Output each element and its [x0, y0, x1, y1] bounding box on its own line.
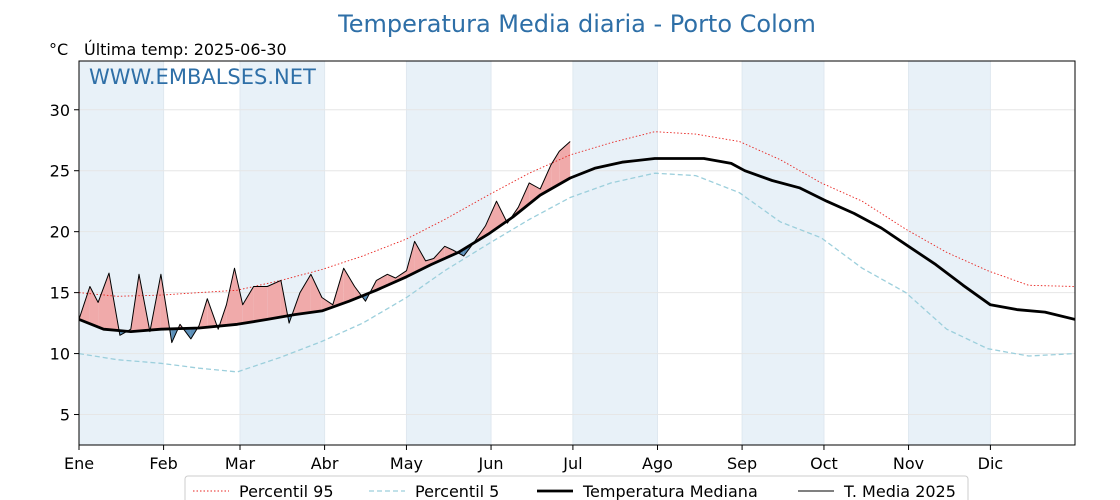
legend: Percentil 95 Percentil 5 Temperatura Media…: [184, 475, 969, 500]
plot-area: [79, 131, 1075, 373]
anomaly-above-fill: [529, 182, 541, 204]
anomaly-above-fill: [226, 268, 235, 326]
anomaly-above-fill: [310, 274, 322, 313]
anomaly-above-fill: [551, 151, 560, 189]
month-bands: [79, 61, 991, 445]
anomaly-above-fill: [98, 273, 109, 330]
x-tick-label-jul: Jul: [562, 454, 582, 473]
month-band-jul: [572, 61, 658, 445]
x-tick-label-nov: Nov: [893, 454, 924, 473]
x-tick-label-dic: Dic: [978, 454, 1004, 473]
legend-label-media2025: T. Media 2025: [843, 482, 956, 500]
y-tick-label: 20: [50, 223, 70, 242]
x-tick-label-may: May: [390, 454, 423, 473]
y-tick-label: 10: [50, 345, 70, 364]
anomaly-above-fill: [242, 286, 254, 324]
legend-label-p5: Percentil 5: [415, 482, 499, 500]
anomaly-above-fill: [559, 141, 571, 185]
anomaly-above-fill: [343, 268, 355, 304]
month-band-ene: [79, 61, 164, 445]
x-axis: Ene Feb Mar Abr May Jun Jul Ago Sep Oct Nov Dic: [64, 445, 1003, 473]
x-tick-label-abr: Abr: [311, 454, 339, 473]
legend-box: [184, 475, 969, 500]
x-tick-label-ago: Ago: [642, 454, 673, 473]
anomaly-above-fill: [387, 274, 396, 286]
legend-label-mediana: Temperatura Mediana: [582, 482, 758, 500]
anomaly-above-fill: [414, 241, 426, 273]
x-tick-label-feb: Feb: [149, 454, 177, 473]
chart-title: Temperatura Media diaria - Porto Colom: [337, 10, 816, 38]
last-temp-label: Última temp: 2025-06-30: [84, 40, 287, 59]
unit-label: °C: [49, 40, 68, 59]
x-tick-label-jun: Jun: [478, 454, 504, 473]
x-tick-label-ene: Ene: [64, 454, 94, 473]
y-axis: 5 10 15 20 25 30: [50, 101, 79, 425]
y-tick-label: 5: [60, 406, 70, 425]
series-line-p5: [79, 172, 1075, 373]
grid-lines: [78, 61, 1075, 445]
month-band-nov: [908, 61, 991, 445]
anomaly-above-fill: [234, 268, 243, 325]
watermark-text: WWW.EMBALSES.NET: [89, 65, 316, 89]
month-band-sep: [742, 61, 824, 445]
series-line-mediana: [79, 157, 1075, 333]
series-lines: [79, 131, 1075, 373]
anomaly-above-fill: [89, 286, 99, 327]
x-tick-label-oct: Oct: [810, 454, 838, 473]
plot-frame: [78, 60, 1076, 446]
legend-label-p95: Percentil 95: [239, 482, 334, 500]
y-tick-label: 30: [50, 101, 70, 120]
series-line-p95: [79, 131, 1075, 297]
anomaly-above-fill: [253, 286, 268, 322]
y-tick-label: 25: [50, 162, 70, 181]
x-tick-label-mar: Mar: [225, 454, 256, 473]
anomaly-above-fill: [300, 274, 311, 314]
anomaly-above-fill: [485, 201, 497, 236]
x-tick-label-sep: Sep: [727, 454, 757, 473]
anomaly-above-fill: [395, 270, 407, 282]
anomaly-above-fill: [540, 164, 552, 196]
month-band-mar: [239, 61, 325, 445]
y-tick-label: 15: [50, 284, 70, 303]
anomaly-above-fill: [267, 280, 281, 320]
series-line-media2025: [79, 141, 571, 344]
